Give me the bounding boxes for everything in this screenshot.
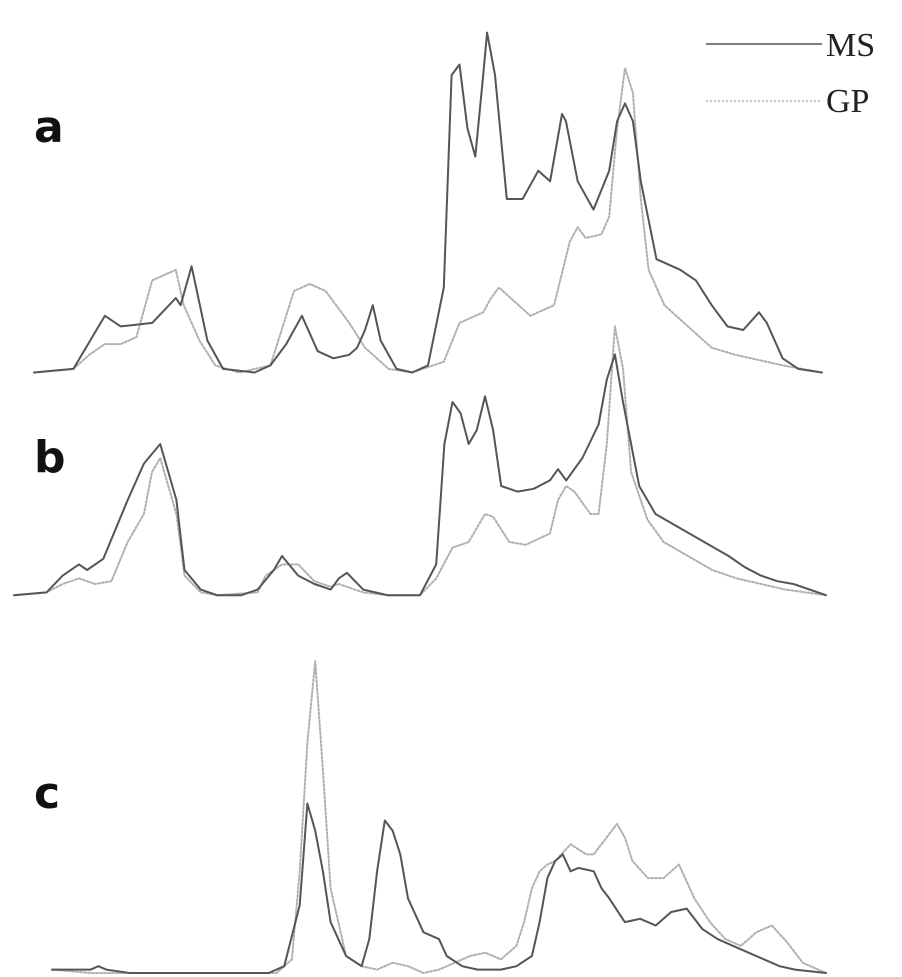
panel-c-gp-line [51, 660, 827, 974]
panel-b-gp-line [13, 325, 827, 597]
panel-c: c [34, 660, 827, 974]
panel-c-plot [51, 660, 827, 974]
panel-b-ms-line [13, 353, 827, 597]
panel-c-ms-line [51, 802, 827, 974]
panel-a: a [33, 31, 823, 374]
panel-b-plot [13, 325, 827, 597]
panel-a-gp-line [33, 67, 823, 374]
panel-c-label: c [34, 768, 60, 819]
panel-b-label: b [34, 432, 66, 483]
panel-b: b [13, 325, 827, 597]
legend-ms-label: MS [826, 27, 875, 64]
panel-a-plot [33, 31, 823, 374]
panel-a-label: a [34, 102, 64, 153]
legend: MS GP [706, 27, 875, 120]
panel-a-ms-line [33, 31, 823, 374]
legend-gp-label: GP [826, 83, 869, 120]
